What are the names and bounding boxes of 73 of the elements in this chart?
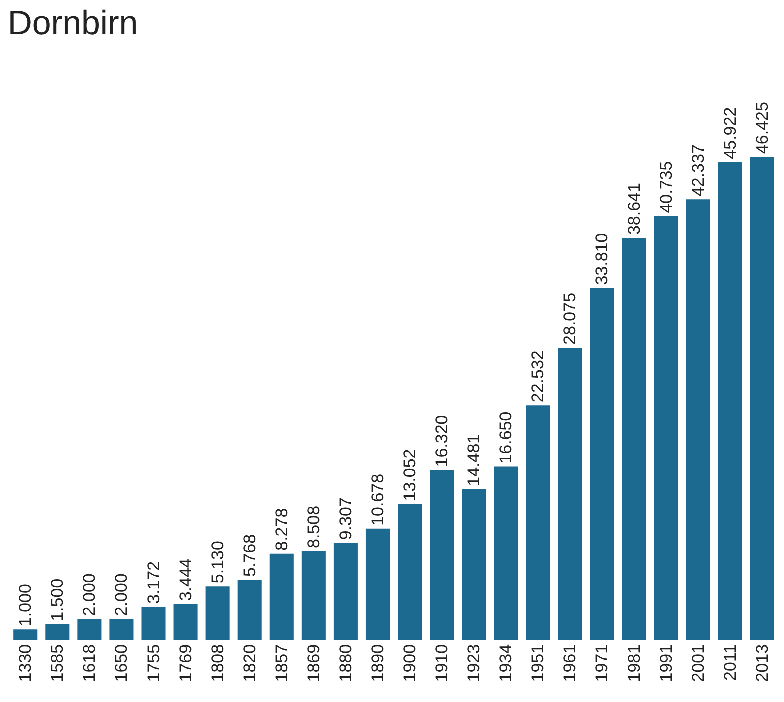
x-tick-label: 1971 [592,644,612,682]
x-tick-label: 2013 [752,644,772,682]
data-label: 40.735 [656,161,676,214]
x-tick-label: 1934 [496,644,516,682]
bar [270,554,294,640]
bar [430,470,454,640]
data-label: 16.320 [432,415,452,468]
bar [462,489,486,640]
x-tick-label: 1820 [240,644,260,682]
x-tick-label: 1769 [176,644,196,682]
data-label: 9.307 [336,498,356,540]
x-tick-label: 1330 [16,644,36,682]
bar [398,504,422,640]
bar [142,607,166,640]
x-tick-label: 1618 [80,644,100,682]
bar [206,586,230,640]
data-label: 33.810 [592,233,612,286]
data-label: 14.481 [464,434,484,486]
data-label: 3.172 [144,561,164,604]
x-tick-label: 1869 [304,644,324,682]
x-tick-label: 1857 [272,644,292,682]
bar [46,624,70,640]
x-tick-label: 1650 [112,644,132,682]
data-label: 38.641 [624,183,644,236]
bar [750,157,774,640]
data-label: 5.130 [208,541,228,584]
bar [494,466,518,640]
bar [590,288,614,640]
x-tick-label: 1900 [400,644,420,682]
bar [334,543,358,640]
x-tick-label: 1585 [48,644,68,682]
x-tick-label: 2011 [720,644,740,681]
data-label: 5.768 [240,534,260,577]
x-tick-label: 1890 [368,644,388,682]
data-label: 45.922 [720,107,740,160]
bar [78,619,102,640]
data-label: 16.650 [496,412,516,464]
bar [366,528,390,640]
bar [302,552,326,640]
data-label: 22.532 [528,350,548,403]
data-label: 3.444 [176,558,196,602]
data-label: 8.278 [272,508,292,551]
data-label: 46.425 [752,102,772,154]
x-tick-label: 1991 [656,644,676,682]
x-tick-label: 1808 [208,644,228,682]
bar [110,619,134,640]
data-label: 13.052 [400,449,420,502]
x-tick-label: 1910 [432,644,452,682]
data-label: 10.678 [368,474,388,526]
bar [238,580,262,640]
data-label: 2.000 [80,574,100,616]
x-tick-label: 1951 [528,644,548,682]
x-tick-label: 2001 [688,644,708,682]
bar [654,216,678,640]
bar [558,348,582,640]
chart-title: Dornbirn [8,4,138,42]
x-tick-label: 1880 [336,644,356,682]
data-label: 8.508 [304,506,324,548]
data-label: 42.337 [688,144,708,197]
bar [622,238,646,640]
x-tick-label: 1923 [464,644,484,682]
data-label: 1.000 [16,584,36,627]
data-label: 1.500 [48,578,68,622]
data-label: 28.075 [560,292,580,345]
bar [14,630,38,640]
bar [686,200,710,640]
x-tick-label: 1755 [144,644,164,682]
x-tick-label: 1981 [624,644,644,682]
bar [526,406,550,640]
bar [718,162,742,640]
data-label: 2.000 [112,574,132,616]
bar [174,604,198,640]
x-tick-label: 1961 [560,644,580,682]
